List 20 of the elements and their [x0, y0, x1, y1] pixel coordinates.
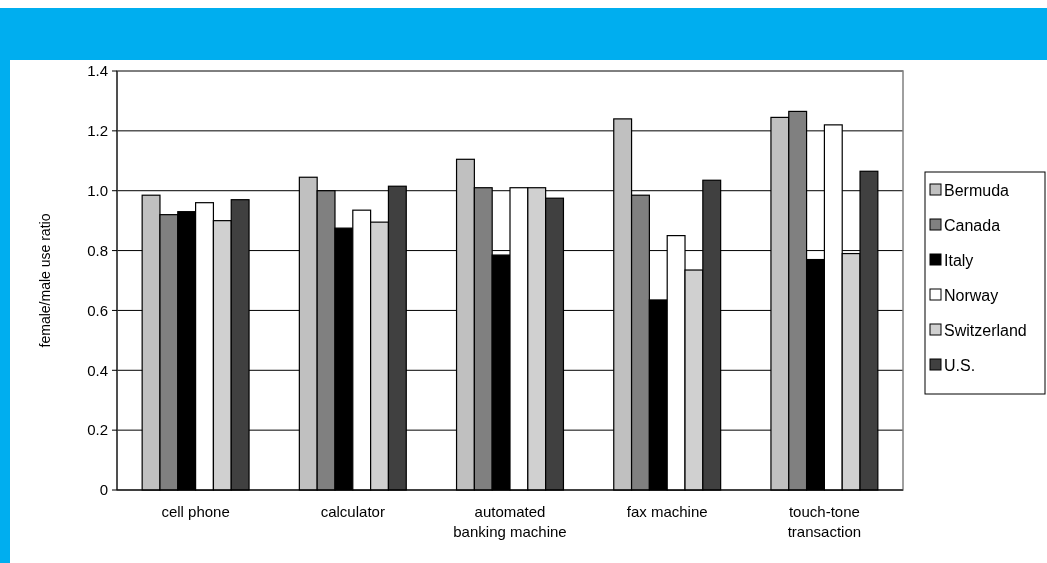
legend-label: Italy	[944, 251, 974, 269]
y-tick-label: 1.0	[87, 181, 108, 199]
y-tick-label: 1.4	[87, 62, 108, 80]
x-tick-label: automated banking machine	[453, 503, 567, 540]
legend-label: Norway	[944, 286, 999, 304]
y-tick-label: 0.6	[87, 301, 108, 319]
y-tick-label: 0.4	[87, 361, 108, 379]
legend-label: Bermuda	[944, 181, 1010, 199]
y-tick-label: 0.2	[87, 421, 108, 439]
legend-label: Switzerland	[944, 321, 1027, 339]
x-tick-label: touch-tone transaction	[787, 503, 862, 540]
y-tick-label: 1.2	[87, 122, 108, 140]
legend-label: Canada	[944, 216, 1001, 234]
y-tick-label: 0	[99, 481, 108, 499]
legend-label: U.S.	[944, 356, 976, 374]
y-tick-label: 0.8	[87, 241, 108, 259]
y-axis-title: female/male use ratio	[37, 213, 53, 348]
x-tick-label: cell phone	[161, 503, 230, 520]
x-tick-label: calculator	[320, 503, 385, 520]
x-tick-label: fax machine	[626, 503, 708, 520]
